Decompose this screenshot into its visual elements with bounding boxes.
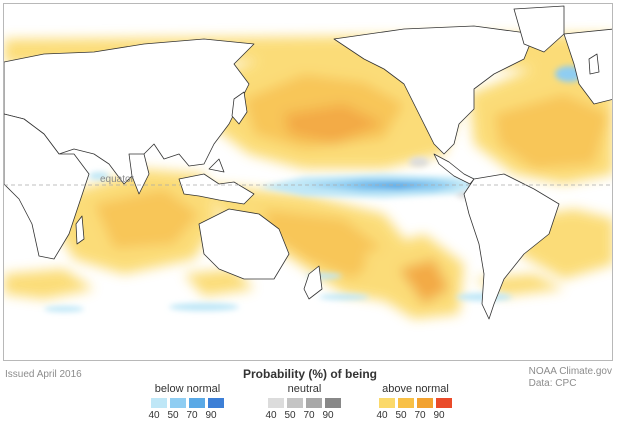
legend-below-normal-swatches	[151, 398, 224, 408]
legend-above-normal: above normal 40 50 70 90	[376, 383, 452, 421]
swatch-neutral-70	[306, 398, 322, 408]
japan-landmass	[231, 91, 248, 125]
legend-above-normal-swatches	[379, 398, 452, 408]
new-zealand-landmass	[303, 265, 323, 300]
tick: 90	[205, 410, 217, 421]
eurasia-landmass	[4, 38, 255, 185]
tick: 70	[303, 410, 315, 421]
legend-neutral-swatches	[268, 398, 341, 408]
tick: 70	[186, 410, 198, 421]
legend-neutral-label: neutral	[287, 383, 322, 395]
swatch-above-40	[379, 398, 395, 408]
tick: 40	[148, 410, 160, 421]
tick: 40	[376, 410, 388, 421]
tick: 50	[395, 410, 407, 421]
legend-neutral-ticks: 40 50 70 90	[263, 410, 341, 421]
continents	[4, 5, 612, 360]
tick: 90	[433, 410, 445, 421]
africa-landmass	[4, 113, 90, 260]
swatch-above-90	[436, 398, 452, 408]
tick: 50	[167, 410, 179, 421]
maritime-continent	[178, 173, 255, 205]
credit-data: Data: CPC	[528, 378, 577, 389]
legend-below-normal-ticks: 40 50 70 90	[146, 410, 224, 421]
map-graphic	[4, 5, 612, 360]
australia-landmass	[198, 208, 290, 280]
swatch-below-40	[151, 398, 167, 408]
swatch-below-70	[189, 398, 205, 408]
legend-above-normal-ticks: 40 50 70 90	[374, 410, 452, 421]
madagascar-landmass	[75, 215, 85, 245]
south-america-landmass	[463, 173, 560, 320]
legend-below-normal-label: below normal	[154, 383, 221, 395]
issued-date: Issued April 2016	[5, 369, 82, 380]
swatch-neutral-50	[287, 398, 303, 408]
tick: 40	[265, 410, 277, 421]
swatch-below-50	[170, 398, 186, 408]
credit: NOAA Climate.gov Data: CPC	[529, 366, 612, 390]
tick: 70	[414, 410, 426, 421]
swatch-below-90	[208, 398, 224, 408]
india-landmass	[128, 153, 150, 195]
forecast-map: equator	[3, 3, 613, 361]
legend-below-normal: below normal 40 50 70 90	[148, 383, 224, 421]
swatch-above-70	[417, 398, 433, 408]
credit-source: NOAA Climate.gov	[528, 366, 612, 377]
swatch-above-50	[398, 398, 414, 408]
equator-label: equator	[100, 174, 134, 185]
europe-landmass	[563, 28, 612, 105]
greenland-landmass	[513, 5, 565, 53]
legend-neutral: neutral 40 50 70 90	[265, 383, 341, 421]
swatch-neutral-40	[268, 398, 284, 408]
antarctica-landmass	[4, 344, 612, 360]
tick: 90	[322, 410, 334, 421]
tick: 50	[284, 410, 296, 421]
swatch-neutral-90	[325, 398, 341, 408]
legend-above-normal-label: above normal	[382, 383, 449, 395]
legend-title: Probability (%) of being	[243, 367, 377, 381]
